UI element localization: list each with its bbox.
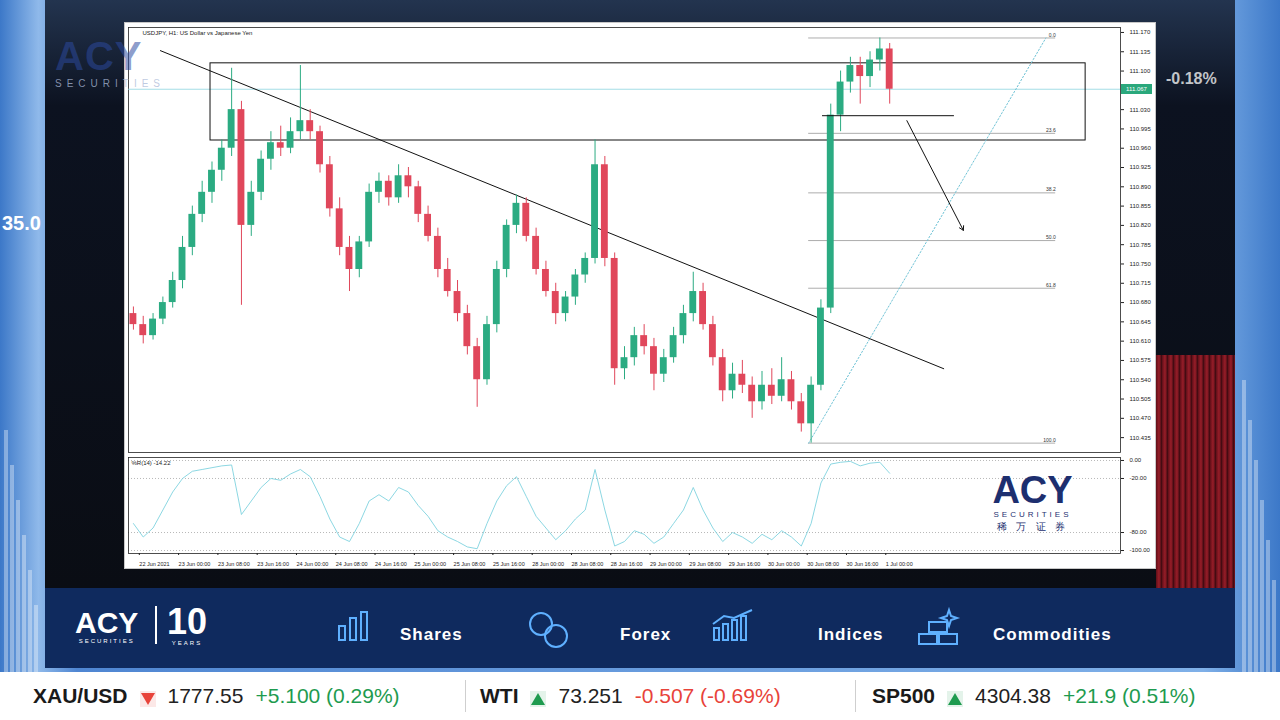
svg-text:110.750: 110.750 — [1130, 261, 1152, 267]
svg-text:-20.00: -20.00 — [1130, 475, 1148, 481]
html-text:-0.18%: -0.18% — [1166, 70, 1217, 87]
svg-text:110.610: 110.610 — [1130, 338, 1152, 344]
svg-text:30 Jun 16:00: 30 Jun 16:00 — [846, 561, 878, 567]
svg-text:24 Jun 00:00: 24 Jun 00:00 — [296, 561, 328, 567]
html-text:1777.55: 1777.55 — [167, 684, 244, 707]
svg-text:110.470: 110.470 — [1130, 415, 1152, 421]
html-text:35.0: 35.0 — [2, 212, 41, 234]
html-text:XAU/USD: XAU/USD — [33, 684, 128, 707]
html-text:SECURITIES: SECURITIES — [993, 510, 1072, 519]
svg-text:110.505: 110.505 — [1130, 396, 1152, 402]
html-text:SECURITIES: SECURITIES — [78, 638, 135, 644]
svg-text:110.575: 110.575 — [1130, 357, 1152, 363]
html-text:10: 10 — [167, 601, 207, 642]
html-text:SECURITIES: SECURITIES — [55, 78, 165, 89]
svg-text:23 Jun 00:00: 23 Jun 00:00 — [179, 561, 211, 567]
html-text:Forex: Forex — [620, 625, 672, 644]
svg-text:25 Jun 08:00: 25 Jun 08:00 — [454, 561, 486, 567]
svg-text:110.435: 110.435 — [1130, 435, 1152, 441]
svg-text:28 Jun 16:00: 28 Jun 16:00 — [611, 561, 643, 567]
html-text:ACY: ACY — [75, 606, 139, 639]
svg-text:110.925: 110.925 — [1130, 164, 1152, 170]
svg-text:22 Jun 2021: 22 Jun 2021 — [139, 561, 169, 567]
svg-text:110.960: 110.960 — [1130, 145, 1152, 151]
svg-text:0.00: 0.00 — [1130, 457, 1142, 463]
svg-text:%R(14) -14.22: %R(14) -14.22 — [132, 460, 172, 466]
html-text:-0.507 (-0.69%): -0.507 (-0.69%) — [634, 684, 781, 707]
svg-text:USDJPY, H1: US Dollar vs Japan: USDJPY, H1: US Dollar vs Japanese Yen — [143, 30, 253, 36]
svg-text:23 Jun 16:00: 23 Jun 16:00 — [257, 561, 289, 567]
html-text:ACY: ACY — [55, 34, 143, 78]
svg-text:29 Jun 16:00: 29 Jun 16:00 — [729, 561, 761, 567]
svg-text:29 Jun 00:00: 29 Jun 00:00 — [650, 561, 682, 567]
svg-text:25 Jun 00:00: 25 Jun 00:00 — [414, 561, 446, 567]
html-text:Commodities: Commodities — [993, 625, 1112, 644]
svg-text:23.6: 23.6 — [1046, 127, 1056, 133]
html-text:WTI: WTI — [480, 684, 519, 707]
svg-text:-100.00: -100.00 — [1130, 547, 1151, 553]
svg-text:111.030: 111.030 — [1130, 107, 1151, 113]
svg-text:28 Jun 08:00: 28 Jun 08:00 — [571, 561, 603, 567]
svg-text:24 Jun 16:00: 24 Jun 16:00 — [375, 561, 407, 567]
svg-text:110.995: 110.995 — [1130, 126, 1152, 132]
html-text:Indices: Indices — [818, 625, 884, 644]
html-text:111.067: 111.067 — [1126, 85, 1147, 92]
svg-text:110.715: 110.715 — [1130, 280, 1152, 286]
svg-text:110.785: 110.785 — [1130, 242, 1152, 248]
html-text:+5.100 (0.29%): +5.100 (0.29%) — [255, 684, 400, 707]
html-text:稀 万 证 券: 稀 万 证 券 — [997, 521, 1068, 532]
svg-text:61.8: 61.8 — [1046, 282, 1056, 288]
svg-text:111.100: 111.100 — [1130, 68, 1151, 74]
svg-text:29 Jun 08:00: 29 Jun 08:00 — [689, 561, 721, 567]
svg-text:24 Jun 08:00: 24 Jun 08:00 — [336, 561, 368, 567]
html-text:73.251: 73.251 — [558, 684, 623, 707]
svg-text:25 Jun 16:00: 25 Jun 16:00 — [493, 561, 525, 567]
html-text:+21.9 (0.51%): +21.9 (0.51%) — [1063, 684, 1196, 707]
svg-text:0.0: 0.0 — [1049, 32, 1056, 38]
html-text:YEARS: YEARS — [171, 640, 203, 646]
svg-text:1 Jul 00:00: 1 Jul 00:00 — [886, 561, 913, 567]
html-text:Shares: Shares — [400, 625, 463, 644]
svg-text:38.2: 38.2 — [1046, 186, 1056, 192]
svg-text:23 Jun 08:00: 23 Jun 08:00 — [218, 561, 250, 567]
svg-text:110.540: 110.540 — [1130, 377, 1152, 383]
html-text:4304.38: 4304.38 — [975, 684, 1051, 707]
html-text:ACY: ACY — [992, 469, 1073, 511]
svg-text:110.890: 110.890 — [1130, 184, 1152, 190]
svg-text:30 Jun 08:00: 30 Jun 08:00 — [807, 561, 839, 567]
svg-text:110.820: 110.820 — [1130, 222, 1152, 228]
svg-text:111.135: 111.135 — [1130, 49, 1151, 55]
html-text:SP500: SP500 — [872, 684, 936, 707]
svg-text:110.855: 110.855 — [1130, 203, 1152, 209]
svg-text:110.645: 110.645 — [1130, 319, 1152, 325]
svg-text:111.170: 111.170 — [1130, 29, 1151, 35]
svg-text:-80.00: -80.00 — [1130, 529, 1148, 535]
svg-text:110.680: 110.680 — [1130, 299, 1152, 305]
svg-text:100.0: 100.0 — [1043, 437, 1056, 443]
svg-text:30 Jun 00:00: 30 Jun 00:00 — [768, 561, 800, 567]
svg-text:50.0: 50.0 — [1046, 234, 1056, 240]
svg-text:28 Jun 00:00: 28 Jun 00:00 — [532, 561, 564, 567]
